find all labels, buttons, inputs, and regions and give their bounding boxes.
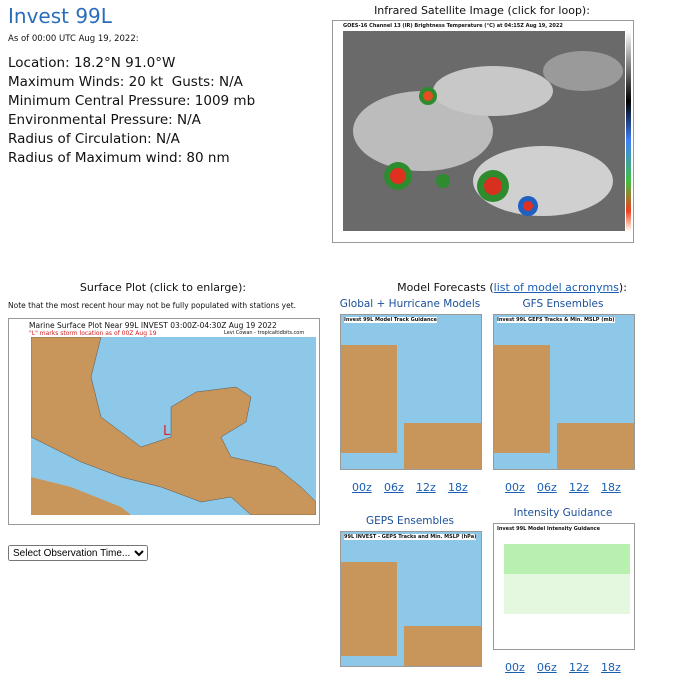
credit: Levi Cowan - tropicaltidbits.com xyxy=(224,330,305,336)
model-image[interactable]: 99L INVEST - GEPS Tracks and Min. MSLP (… xyxy=(340,531,482,667)
colorbar xyxy=(626,31,631,231)
land xyxy=(404,422,481,469)
as-of: As of 00:00 UTC Aug 19, 2022: xyxy=(8,34,139,44)
surface-map: L xyxy=(31,337,316,515)
satellite-heading: Infrared Satellite Image (click for loop… xyxy=(374,4,590,17)
satellite-art xyxy=(343,31,625,231)
model-image[interactable]: Invest 99L Model Track Guidance xyxy=(340,314,482,470)
storm-detail: Radius of Maximum wind: 80 nm xyxy=(8,150,230,166)
heading-text: Model Forecasts ( xyxy=(397,281,494,294)
run-link[interactable]: 00z xyxy=(352,481,372,494)
models-heading: Model Forecasts (list of model acronyms)… xyxy=(332,281,692,294)
image-title: Marine Surface Plot Near 99L INVEST 03:0… xyxy=(29,321,277,330)
intensity-band xyxy=(504,544,630,574)
run-link[interactable]: 00z xyxy=(505,661,525,674)
intensity-band xyxy=(504,574,630,614)
run-link[interactable]: 18z xyxy=(601,481,621,494)
storm-marker: L xyxy=(163,424,171,439)
heading-text: ): xyxy=(618,281,627,294)
run-link[interactable]: 06z xyxy=(537,481,557,494)
surface-image[interactable]: Marine Surface Plot Near 99L INVEST 03:0… xyxy=(8,318,320,525)
storm-detail: Minimum Central Pressure: 1009 mb xyxy=(8,93,256,109)
model-image[interactable]: Invest 99L GEFS Tracks & Min. MSLP (mb) xyxy=(493,314,635,470)
panel-title: GFS Ensembles xyxy=(522,298,604,310)
run-link[interactable]: 12z xyxy=(569,481,589,494)
run-link[interactable]: 18z xyxy=(601,661,621,674)
run-link[interactable]: 12z xyxy=(416,481,436,494)
run-link[interactable]: 18z xyxy=(448,481,468,494)
run-link[interactable]: 06z xyxy=(537,661,557,674)
run-link[interactable]: 00z xyxy=(505,481,525,494)
observation-select[interactable]: Select Observation Time... xyxy=(8,545,148,561)
storm-detail: Maximum Winds: 20 kt Gusts: N/A xyxy=(8,74,243,90)
storm-detail: Environmental Pressure: N/A xyxy=(8,112,201,128)
surface-heading: Surface Plot (click to enlarge): xyxy=(79,281,247,294)
panel-title: Intensity Guidance xyxy=(513,507,613,519)
image-title: Invest 99L Model Intensity Guidance xyxy=(497,526,600,532)
image-title: GOES-16 Channel 13 (IR) Brightness Tempe… xyxy=(343,23,563,29)
land xyxy=(494,345,550,453)
storm-title: Invest 99L xyxy=(8,4,112,28)
land xyxy=(341,562,397,656)
panel-title: GEPS Ensembles xyxy=(365,515,455,527)
land xyxy=(404,625,481,666)
storm-detail: Radius of Circulation: N/A xyxy=(8,131,180,147)
run-link[interactable]: 12z xyxy=(569,661,589,674)
satellite-image[interactable]: GOES-16 Channel 13 (IR) Brightness Tempe… xyxy=(332,20,634,243)
image-title: Invest 99L GEFS Tracks & Min. MSLP (mb) xyxy=(497,317,615,323)
surface-note: Note that the most recent hour may not b… xyxy=(8,301,297,310)
acronyms-link[interactable]: list of model acronyms xyxy=(493,281,619,294)
land xyxy=(557,422,634,469)
model-image[interactable]: Invest 99L Model Intensity Guidance xyxy=(493,523,635,650)
image-title: Invest 99L Model Track Guidance xyxy=(344,317,437,323)
land xyxy=(341,345,397,453)
image-subtitle: "L" marks storm location as of 00Z Aug 1… xyxy=(29,330,157,337)
storm-detail: Location: 18.2°N 91.0°W xyxy=(8,55,176,71)
image-title: 99L INVEST - GEPS Tracks and Min. MSLP (… xyxy=(344,534,477,540)
run-link[interactable]: 06z xyxy=(384,481,404,494)
panel-title: Global + Hurricane Models xyxy=(339,298,481,310)
storm-details: Location: 18.2°N 91.0°W Maximum Winds: 20… xyxy=(8,54,255,168)
